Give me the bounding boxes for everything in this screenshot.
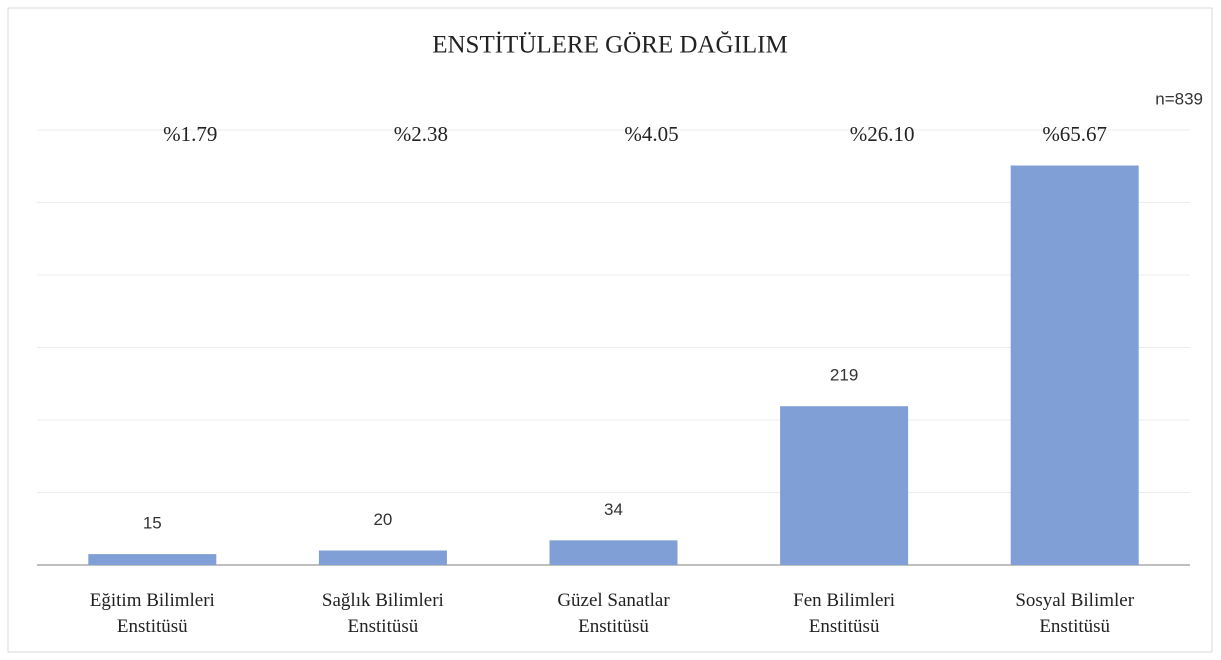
x-tick-label: Sosyal Bilimler Enstitüsü <box>1015 590 1135 637</box>
bar <box>1010 165 1139 565</box>
x-tick-label: Fen Bilimleri Enstitüsü <box>793 590 896 637</box>
value-label: 20 <box>373 510 392 529</box>
value-label: 34 <box>604 500 623 519</box>
bar <box>88 554 217 565</box>
value-label: 15 <box>143 514 162 533</box>
x-tick-label: Eğitim Bilimleri Enstitüsü <box>89 590 215 637</box>
bar <box>318 550 447 565</box>
x-tick-label: Güzel Sanatlar Enstitüsü <box>557 590 670 637</box>
percent-label: %26.10 <box>850 122 915 146</box>
chart-title: ENSTİTÜLERE GÖRE DAĞILIM <box>432 31 788 59</box>
value-label: 219 <box>830 366 858 385</box>
percent-label: %1.79 <box>163 122 217 146</box>
percent-label: %65.67 <box>1042 122 1107 146</box>
percent-label: %2.38 <box>394 122 448 146</box>
sample-size: n=839 <box>1155 89 1203 108</box>
bar <box>780 406 909 565</box>
percent-label: %4.05 <box>624 122 678 146</box>
bar <box>549 540 678 565</box>
x-tick-label: Sağlık Bilimleri Enstitüsü <box>321 590 444 637</box>
